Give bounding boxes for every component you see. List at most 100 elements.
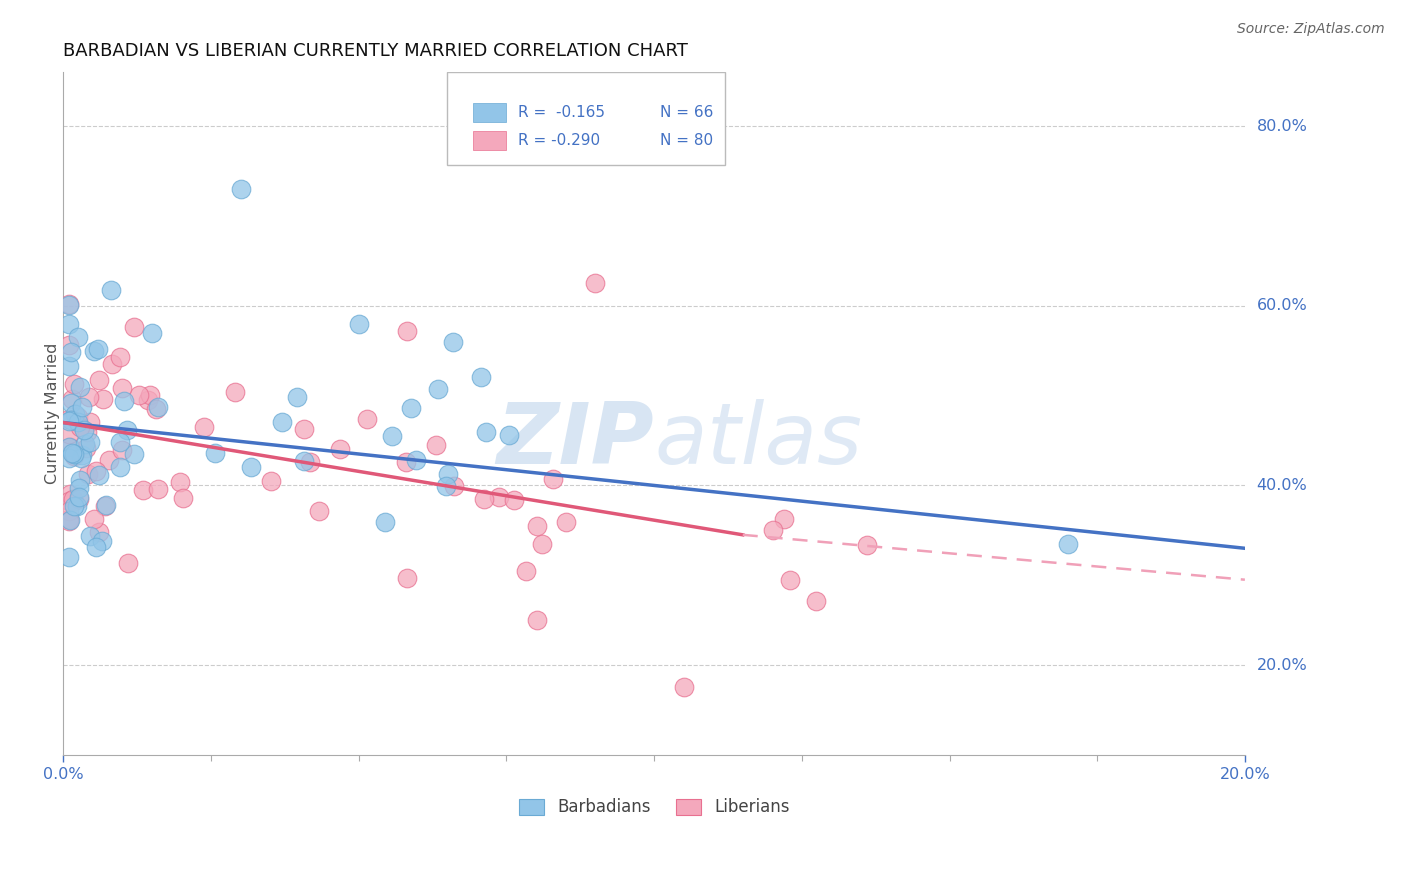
Point bbox=[96, 498, 118, 512]
Point bbox=[146, 400, 169, 414]
Point bbox=[488, 490, 510, 504]
Point bbox=[515, 564, 537, 578]
Point bbox=[58, 297, 80, 311]
Point bbox=[395, 455, 418, 469]
Point bbox=[204, 446, 226, 460]
Point bbox=[436, 467, 458, 481]
Point bbox=[84, 464, 107, 478]
Point bbox=[62, 491, 84, 506]
Point bbox=[69, 380, 91, 394]
Point bbox=[66, 409, 89, 424]
Point bbox=[70, 448, 93, 462]
Point bbox=[60, 392, 83, 406]
Point bbox=[110, 459, 132, 474]
Point bbox=[111, 381, 134, 395]
Text: atlas: atlas bbox=[654, 400, 862, 483]
Point bbox=[396, 571, 419, 585]
Point bbox=[66, 415, 89, 429]
Text: Source: ZipAtlas.com: Source: ZipAtlas.com bbox=[1237, 22, 1385, 37]
Point bbox=[60, 445, 83, 459]
Text: BARBADIAN VS LIBERIAN CURRENTLY MARRIED CORRELATION CHART: BARBADIAN VS LIBERIAN CURRENTLY MARRIED … bbox=[63, 42, 689, 60]
Point bbox=[60, 413, 83, 427]
Text: 40.0%: 40.0% bbox=[1257, 478, 1308, 493]
Point bbox=[145, 402, 167, 417]
Point bbox=[67, 491, 90, 505]
Text: R =  -0.165: R = -0.165 bbox=[519, 104, 606, 120]
FancyBboxPatch shape bbox=[447, 72, 725, 164]
Point bbox=[58, 451, 80, 466]
Point bbox=[405, 453, 427, 467]
Point bbox=[470, 370, 492, 384]
Text: 80.0%: 80.0% bbox=[1257, 119, 1308, 134]
Point bbox=[72, 423, 94, 437]
Point bbox=[285, 390, 308, 404]
Point bbox=[240, 460, 263, 475]
Legend: Barbadians, Liberians: Barbadians, Liberians bbox=[512, 792, 796, 823]
Point bbox=[58, 412, 80, 426]
Point bbox=[63, 376, 86, 391]
Point bbox=[425, 438, 447, 452]
Point bbox=[299, 455, 322, 469]
Point bbox=[79, 415, 101, 429]
Point bbox=[69, 419, 91, 434]
Point bbox=[531, 536, 554, 550]
Text: ZIP: ZIP bbox=[496, 400, 654, 483]
Point bbox=[1056, 537, 1078, 551]
Point bbox=[59, 440, 82, 454]
Point bbox=[132, 483, 155, 497]
Text: N = 66: N = 66 bbox=[659, 104, 713, 120]
Point bbox=[77, 390, 100, 404]
Point bbox=[139, 388, 162, 402]
Point bbox=[76, 425, 98, 439]
Point bbox=[347, 317, 370, 331]
Point bbox=[58, 504, 80, 518]
Point bbox=[526, 518, 548, 533]
Point bbox=[58, 494, 80, 508]
Point bbox=[58, 515, 80, 529]
Point bbox=[259, 475, 281, 489]
Point bbox=[63, 494, 86, 508]
Point bbox=[138, 392, 160, 407]
Point bbox=[84, 541, 107, 555]
Point bbox=[399, 401, 422, 415]
Point bbox=[87, 372, 110, 386]
Point bbox=[526, 613, 548, 627]
Point bbox=[83, 343, 105, 358]
Point bbox=[59, 396, 82, 410]
Point bbox=[75, 441, 97, 455]
Point bbox=[87, 525, 110, 540]
Point bbox=[502, 493, 524, 508]
Point bbox=[148, 482, 170, 496]
Point bbox=[69, 473, 91, 487]
Point bbox=[63, 407, 86, 421]
Text: N = 80: N = 80 bbox=[659, 133, 713, 148]
Point bbox=[498, 428, 520, 442]
Point bbox=[117, 556, 139, 570]
Point bbox=[100, 283, 122, 297]
Point bbox=[108, 434, 131, 449]
Point bbox=[87, 342, 110, 356]
Point bbox=[475, 425, 498, 440]
Point bbox=[111, 442, 134, 457]
Point bbox=[381, 429, 404, 443]
Point bbox=[541, 472, 564, 486]
Point bbox=[115, 423, 138, 437]
Point bbox=[59, 513, 82, 527]
Point bbox=[434, 479, 457, 493]
Text: 60.0%: 60.0% bbox=[1257, 298, 1308, 313]
Point bbox=[773, 512, 796, 526]
Point bbox=[292, 422, 315, 436]
Point bbox=[555, 515, 578, 529]
Point bbox=[108, 350, 131, 364]
Point bbox=[229, 182, 252, 196]
Point bbox=[83, 512, 105, 526]
Point bbox=[856, 538, 879, 552]
Point bbox=[58, 359, 80, 374]
Point bbox=[122, 319, 145, 334]
Point bbox=[443, 479, 465, 493]
Point bbox=[67, 491, 90, 506]
Point bbox=[441, 334, 464, 349]
Point bbox=[58, 440, 80, 454]
Point bbox=[128, 388, 150, 402]
Point bbox=[79, 434, 101, 449]
